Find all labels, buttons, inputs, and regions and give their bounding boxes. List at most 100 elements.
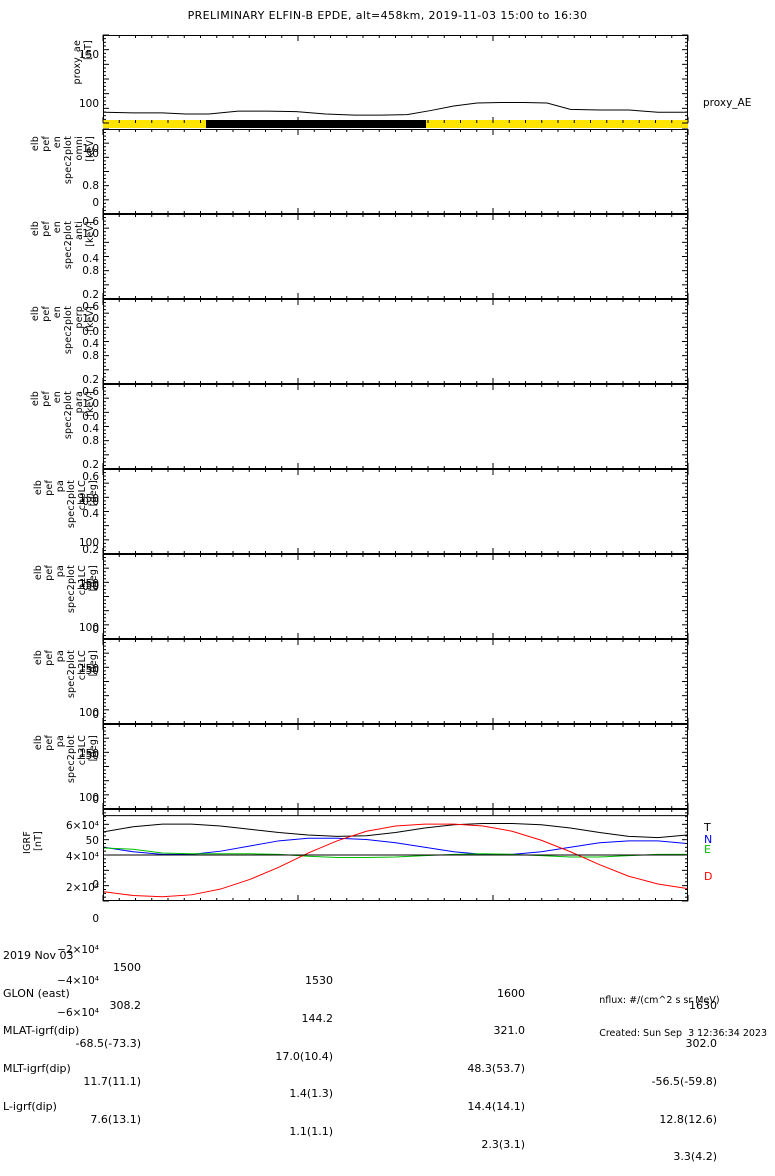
ytick: 0.6	[82, 471, 99, 484]
panel-pa-ch1lc-axis-title: elb pef pa spec2plot ch1LC [deg]	[33, 565, 99, 633]
ytick: 0	[92, 623, 99, 636]
igrf-legend-T: T	[704, 821, 711, 834]
axis-title-line: spec2plot	[66, 480, 77, 529]
annot-value-mlat: -68.5(-73.3)	[75, 1036, 141, 1050]
axis-title-line: en	[52, 306, 63, 319]
annot-row-date: 2019 Nov 03 1500 1530 1600 1630	[3, 937, 775, 1012]
ytick: 50	[85, 147, 99, 160]
ytick: 50	[85, 750, 99, 763]
axis-title-line: elb	[30, 221, 41, 237]
panel-en-perp-axis-title: elb pef en spec2plot perp [keV]	[30, 306, 96, 378]
axis-title-line: [keV]	[85, 306, 96, 332]
axis-title-line: [keV]	[85, 391, 96, 417]
annot-value-lshell: 2.3(3.1)	[481, 1137, 525, 1151]
igrf-traces	[104, 810, 687, 900]
ytick: 0	[92, 196, 99, 209]
panel-en-para-yticks: 1.0 0.8 0.6 0.4 0.2 0.0	[63, 379, 99, 612]
ytick: 0.8	[82, 349, 99, 362]
panel-proxy-ae-yticks: 150 100 50 0	[63, 30, 99, 228]
axis-title-line: pef	[41, 221, 52, 237]
axis-title-line: elb	[30, 391, 41, 407]
ytick: 0.0	[82, 580, 99, 593]
ytick: 0.6	[82, 386, 99, 399]
axis-title-line: elb	[33, 480, 44, 496]
panel-en-omni-axis-title: elb pef en spec2plot omni [keV]	[30, 136, 96, 208]
ytick: 150	[78, 578, 99, 590]
axis-title-line: pef	[44, 650, 55, 666]
annot-label-glon: GLON (east)	[3, 986, 70, 1000]
proxy-ae-right-label: proxy_AE	[703, 97, 752, 109]
ytick: 0	[92, 793, 99, 806]
axis-title-line: IGRF	[22, 831, 33, 855]
panel-pa-ch0lc	[103, 469, 688, 554]
annot-value-mlt: 12.8(12.6)	[659, 1112, 717, 1126]
panel-pa-ch3lc-axis-title: elb pef pa spec2plot ch3LC [deg]	[33, 735, 99, 803]
axis-title-line: spec2plot	[63, 391, 74, 440]
axis-title-line: [keV]	[85, 136, 96, 162]
ytick: 100	[78, 791, 99, 804]
axis-title-line: anti	[74, 221, 85, 241]
panel-pa-ch2lc	[103, 639, 688, 724]
axis-title-line: pef	[41, 306, 52, 322]
panel-pa-ch3lc	[103, 724, 688, 809]
ae-activity-bar-black-segment	[205, 120, 427, 128]
annot-label-mlat: MLAT-igrf(dip)	[3, 1024, 80, 1038]
panel-igrf	[103, 809, 688, 901]
annot-row-lshell: L-igrf(dip) 7.6(13.1) 1.1(1.1) 2.3(3.1) …	[3, 1088, 775, 1163]
axis-title-line: elb	[30, 306, 41, 322]
axis-title-line: [nT]	[33, 831, 44, 852]
ytick: 50	[85, 835, 99, 848]
igrf-legend-N: N	[704, 833, 713, 846]
ytick: 0.6	[82, 216, 99, 229]
panel-en-para	[103, 384, 688, 469]
axis-title-line: pa	[55, 735, 66, 748]
panel-pa-ch0lc-yticks: 150 100 50 0	[63, 474, 99, 655]
ytick: 4×10⁴	[65, 851, 99, 864]
axis-title-line: ch2LC	[77, 650, 88, 681]
annot-value-glon: 321.0	[493, 1024, 526, 1038]
axis-title-line: elb	[30, 136, 41, 152]
panel-en-anti-yticks: 1.0 0.8 0.6 0.4 0.2 0.0	[63, 209, 99, 442]
ytick: 150	[78, 493, 99, 505]
footer-units: nflux: #/(cm^2 s sr MeV)	[599, 995, 720, 1006]
ytick: 1.0	[82, 313, 99, 325]
ytick: 0	[92, 708, 99, 721]
annot-value-mlat: -56.5(-59.8)	[651, 1074, 717, 1088]
ytick: 1.0	[82, 398, 99, 410]
annot-value-glon: 308.2	[109, 999, 142, 1013]
annot-label-date: 2019 Nov 03	[3, 948, 74, 962]
axis-title-line: ch3LC	[77, 735, 88, 766]
annot-value-time: 1500	[113, 961, 141, 975]
panel-en-omni	[103, 129, 688, 214]
annot-value-lshell: 7.6(13.1)	[90, 1112, 141, 1126]
panel-en-omni-yticks: 1.0 0.8 0.6 0.4 0.2 0.0	[63, 124, 99, 357]
ytick: 50	[85, 665, 99, 678]
panel-igrf-axis-title: IGRF [nT]	[22, 831, 44, 879]
ytick: 100	[78, 706, 99, 719]
footer-created: Created: Sun Sep 3 12:36:34 2023	[599, 1028, 767, 1039]
annot-value-time: 1530	[305, 973, 333, 987]
axis-title-line: elb	[33, 650, 44, 666]
axis-title-line: pa	[55, 480, 66, 493]
axis-title-line: spec2plot	[63, 221, 74, 270]
annot-value-mlt: 11.7(11.1)	[83, 1074, 141, 1088]
axis-title-line: spec2plot	[63, 136, 74, 185]
axis-title-line: [deg]	[88, 565, 99, 592]
axis-title-line: spec2plot	[66, 735, 77, 784]
panel-en-para-axis-title: elb pef en spec2plot para [keV]	[30, 391, 96, 463]
ytick: −2×10⁴	[57, 944, 99, 957]
ytick: 0.4	[82, 507, 99, 520]
axis-title-line: elb	[33, 735, 44, 751]
axis-title-line: pef	[44, 480, 55, 496]
annot-value-mlt: 14.4(14.1)	[467, 1099, 525, 1113]
axis-title-line: spec2plot	[66, 650, 77, 699]
annot-value-time: 1600	[497, 986, 525, 1000]
ytick: 0.4	[82, 422, 99, 435]
panel-proxy-ae-axis-title: proxy_ae [nT]	[72, 40, 94, 118]
axis-title-line: pa	[55, 650, 66, 663]
ytick: 0.0	[82, 410, 99, 423]
axis-title-line: pef	[41, 136, 52, 152]
panel-pa-ch1lc	[103, 554, 688, 639]
axis-title-line: en	[52, 391, 63, 404]
ytick: 100	[78, 621, 99, 634]
